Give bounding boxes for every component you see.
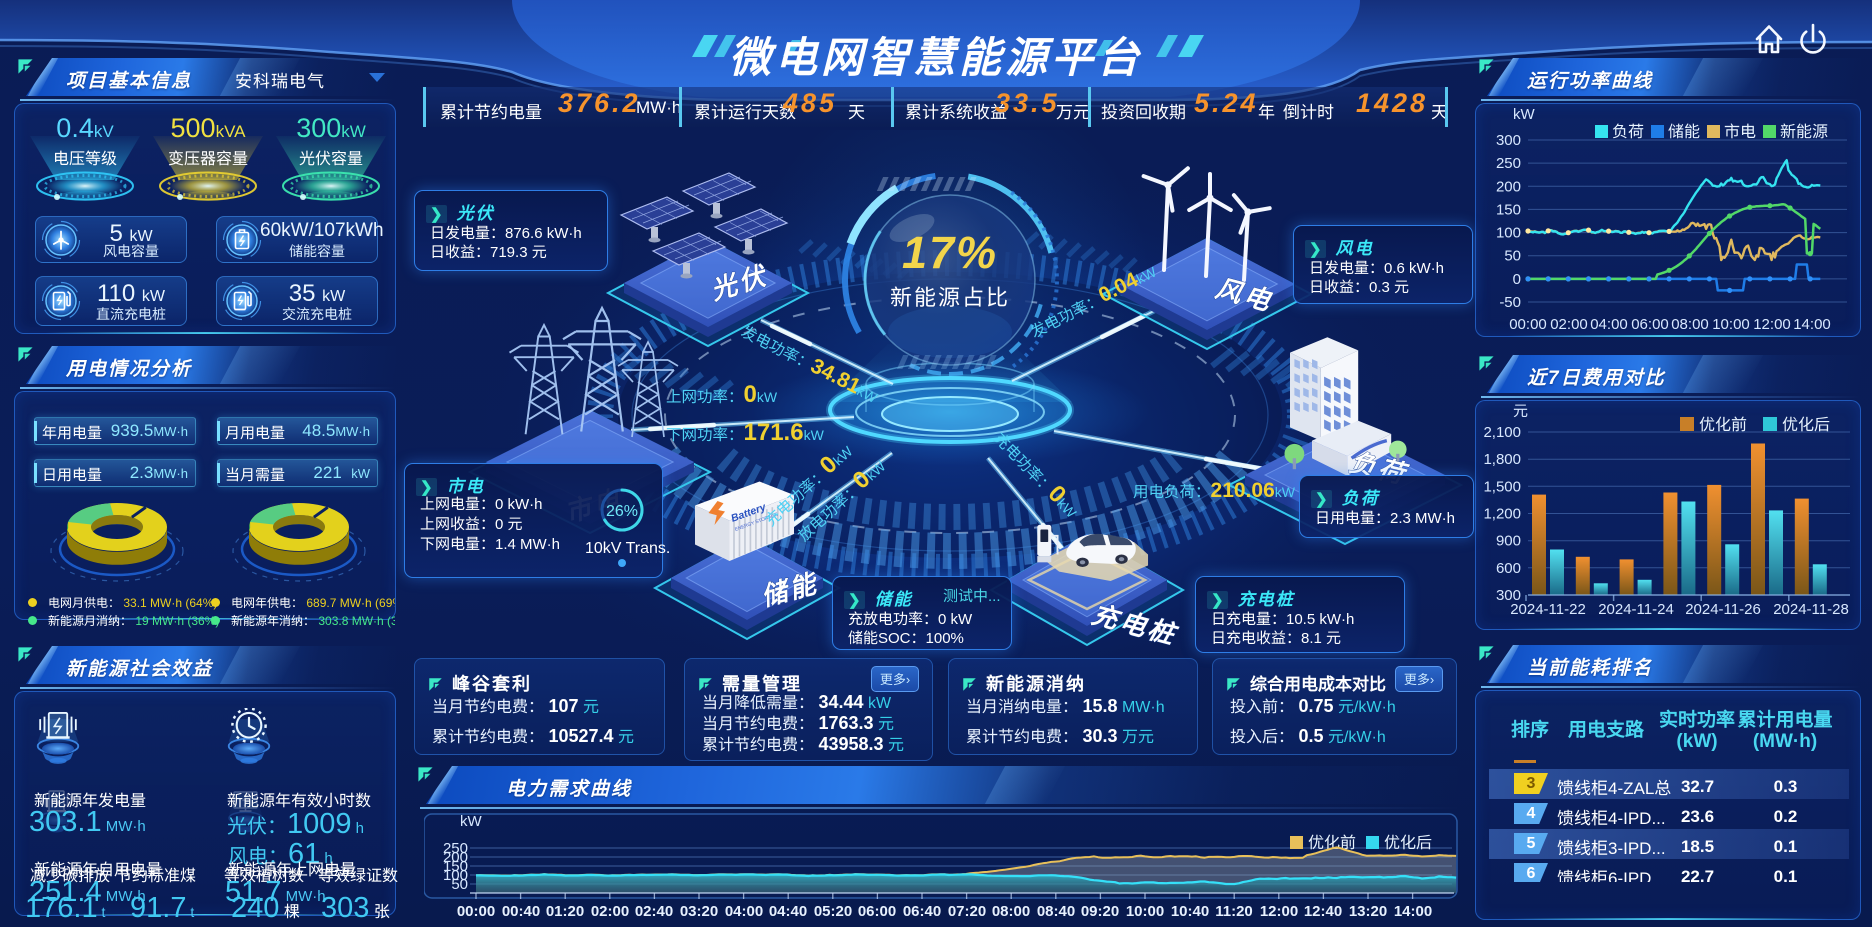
svg-text:12:00: 12:00: [1260, 903, 1298, 920]
svg-text:08:00: 08:00: [992, 903, 1030, 920]
svg-text:250: 250: [443, 840, 468, 857]
svg-text:08:00: 08:00: [1671, 316, 1709, 333]
svg-text:2024-11-26: 2024-11-26: [1685, 601, 1761, 618]
svg-text:02:00: 02:00: [1550, 316, 1588, 333]
svg-text:kW: kW: [460, 813, 483, 830]
svg-text:14:00: 14:00: [1394, 903, 1432, 920]
svg-text:-50: -50: [1499, 294, 1521, 311]
svg-text:600: 600: [1496, 560, 1521, 577]
svg-text:200: 200: [1496, 178, 1521, 195]
svg-text:150: 150: [1496, 201, 1521, 218]
svg-text:07:20: 07:20: [948, 903, 986, 920]
svg-text:04:00: 04:00: [1590, 316, 1628, 333]
svg-text:06:00: 06:00: [1631, 316, 1669, 333]
svg-text:50: 50: [1504, 248, 1521, 265]
svg-text:优化后: 优化后: [1782, 416, 1830, 434]
svg-text:11:20: 11:20: [1215, 903, 1253, 920]
svg-text:元: 元: [1513, 403, 1528, 420]
svg-text:优化前: 优化前: [1308, 834, 1356, 852]
svg-text:14:00: 14:00: [1793, 316, 1831, 333]
svg-text:03:20: 03:20: [680, 903, 718, 920]
svg-text:50: 50: [451, 876, 468, 893]
svg-text:2024-11-24: 2024-11-24: [1598, 601, 1674, 618]
svg-text:100: 100: [1496, 225, 1521, 242]
svg-text:900: 900: [1496, 533, 1521, 550]
svg-text:储能: 储能: [1668, 123, 1700, 141]
svg-text:新能源占比: 新能源占比: [890, 285, 1010, 310]
svg-text:00:00: 00:00: [1509, 316, 1547, 333]
svg-text:100: 100: [443, 867, 468, 884]
svg-text:13:20: 13:20: [1349, 903, 1387, 920]
svg-text:06:40: 06:40: [903, 903, 941, 920]
svg-text:1,500: 1,500: [1483, 478, 1521, 495]
svg-text:300: 300: [1496, 587, 1521, 604]
svg-text:250: 250: [1496, 155, 1521, 172]
svg-text:300: 300: [1496, 132, 1521, 149]
svg-text:200: 200: [443, 849, 468, 866]
svg-text:微电网智慧能源平台: 微电网智慧能源平台: [729, 34, 1143, 81]
svg-text:10:00: 10:00: [1712, 316, 1750, 333]
svg-text:1,800: 1,800: [1483, 451, 1521, 468]
svg-text:06:00: 06:00: [858, 903, 896, 920]
svg-text:26%: 26%: [606, 503, 638, 520]
svg-text:05:20: 05:20: [814, 903, 852, 920]
svg-text:2024-11-22: 2024-11-22: [1510, 601, 1586, 618]
svg-text:04:40: 04:40: [769, 903, 807, 920]
svg-text:04:00: 04:00: [725, 903, 763, 920]
svg-text:12:40: 12:40: [1304, 903, 1342, 920]
svg-text:01:20: 01:20: [546, 903, 584, 920]
svg-text:17%: 17%: [902, 227, 998, 278]
svg-text:kW: kW: [1513, 106, 1536, 123]
svg-text:02:00: 02:00: [591, 903, 629, 920]
svg-text:用电负荷：210.06kW: 用电负荷：210.06kW: [1133, 479, 1296, 502]
svg-text:优化前: 优化前: [1699, 416, 1747, 434]
svg-text:09:20: 09:20: [1081, 903, 1119, 920]
svg-text:00:00: 00:00: [457, 903, 495, 920]
svg-text:02:40: 02:40: [635, 903, 673, 920]
svg-text:1,200: 1,200: [1483, 506, 1521, 523]
svg-text:12:00: 12:00: [1753, 316, 1791, 333]
svg-text:2024-11-28: 2024-11-28: [1773, 601, 1849, 618]
svg-text:00:40: 00:40: [502, 903, 540, 920]
svg-text:150: 150: [443, 858, 468, 875]
svg-text:优化后: 优化后: [1384, 834, 1432, 852]
svg-text:市电: 市电: [1724, 123, 1756, 141]
svg-text:0: 0: [1513, 271, 1521, 288]
svg-text:负荷: 负荷: [1612, 123, 1644, 141]
svg-text:08:40: 08:40: [1037, 903, 1075, 920]
svg-text:2,100: 2,100: [1483, 424, 1521, 441]
svg-text:新能源: 新能源: [1780, 123, 1828, 141]
svg-text:10:00: 10:00: [1126, 903, 1164, 920]
svg-text:10:40: 10:40: [1171, 903, 1209, 920]
